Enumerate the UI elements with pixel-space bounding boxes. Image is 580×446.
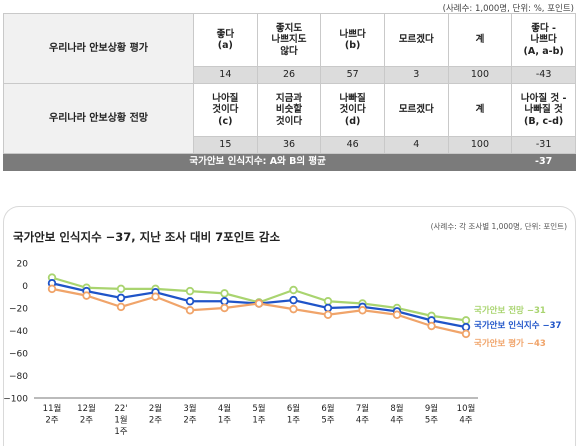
- data-point: [116, 302, 126, 312]
- x-tick-label: 22': [114, 404, 127, 414]
- x-tick-label: 1주: [287, 416, 300, 426]
- evaluation-row-label: 우리나라 안보상황 평가: [3, 13, 194, 84]
- evaluation-value-cell: 14: [193, 66, 258, 84]
- outlook-value-cell: 100: [447, 136, 513, 154]
- x-tick-label: 7월: [356, 403, 369, 414]
- x-tick-label: 4주: [356, 416, 369, 426]
- outlook-value-row: 15 36 46 4 100 -31: [4, 136, 576, 154]
- y-tick-label: −40: [9, 327, 28, 337]
- evaluation-value-cell: 100: [447, 66, 513, 84]
- data-point: [358, 306, 367, 315]
- x-tick-label: 9월: [425, 403, 438, 414]
- x-tick-label: 2주: [45, 416, 58, 426]
- table-unit-note: (사례수: 1,000명, 단위: %, 포인트): [442, 4, 574, 14]
- outlook-header-cell: 지금과 비슷할 것이다: [256, 83, 322, 137]
- x-tick-label: 1주: [252, 416, 265, 426]
- evaluation-header-cell: 나쁘다 (b): [320, 13, 385, 67]
- data-point: [220, 297, 229, 306]
- x-tick-label: 6월: [287, 403, 300, 414]
- data-point: [116, 293, 126, 303]
- evaluation-header-cell: 좋다 - 나쁘다 (A, a-b): [511, 13, 576, 67]
- outlook-value-cell: 15: [193, 136, 258, 154]
- data-point: [151, 292, 160, 301]
- y-tick-label: −100: [3, 395, 28, 405]
- x-tick-label: 2월: [149, 403, 162, 414]
- evaluation-header-cell: 계: [447, 13, 513, 67]
- x-tick-label: 3월: [183, 403, 196, 414]
- x-tick-label: 2주: [183, 416, 196, 426]
- data-point: [47, 284, 57, 294]
- x-tick-label: 5주: [425, 416, 438, 426]
- data-point: [185, 306, 195, 315]
- data-point: [289, 295, 298, 305]
- chart-title: 국가안보 인식지수 −37, 지난 조사 대비 7포인트 감소: [13, 230, 281, 244]
- survey-table: 우리나라 안보상황 평가 좋다 (a) 좋지도 나쁘지도 않다 나쁘다 (b) 모르겠다…: [2, 13, 576, 171]
- index-footer-value: -37: [511, 153, 576, 171]
- series-label: 국가안보 인식지수 −37: [474, 320, 562, 331]
- x-tick-label: 5월: [252, 403, 265, 414]
- evaluation-value-cell: 26: [256, 66, 322, 84]
- evaluation-header-cell: 좋다 (a): [193, 13, 258, 67]
- x-tick-label: 2주: [80, 416, 93, 426]
- outlook-value-cell: 46: [320, 136, 385, 154]
- data-point: [254, 299, 264, 308]
- outlook-header-cell: 계: [447, 83, 513, 137]
- evaluation-header-cell: 좋지도 나쁘지도 않다: [256, 13, 322, 67]
- y-tick-label: −20: [9, 305, 28, 315]
- data-point: [289, 285, 298, 295]
- y-tick-label: 0: [22, 282, 28, 292]
- x-tick-label: 6월: [321, 403, 334, 414]
- index-footer-label: 국가안보 인식지수: A와 B의 평균: [2, 153, 513, 171]
- data-point: [427, 321, 436, 331]
- data-point: [289, 304, 298, 314]
- x-tick-label: 11월: [43, 403, 62, 414]
- x-tick-label: 5주: [321, 416, 334, 426]
- y-tick-label: −60: [9, 350, 28, 360]
- outlook-value-cell: -31: [511, 136, 576, 154]
- data-point: [220, 289, 229, 298]
- series-label: 국가안보 평가 −43: [474, 338, 546, 349]
- index-footer-row: 국가안보 인식지수: A와 B의 평균 -37: [2, 153, 576, 171]
- x-tick-label: 1주: [114, 427, 127, 437]
- data-point: [220, 303, 229, 313]
- x-tick-label: 10월: [457, 403, 476, 414]
- data-point: [323, 310, 333, 319]
- x-tick-label: 4주: [459, 416, 472, 426]
- x-tick-label: 4월: [218, 403, 231, 414]
- x-tick-label: 1월: [114, 415, 127, 426]
- x-tick-label: 12월: [77, 403, 96, 414]
- data-point: [461, 329, 471, 339]
- outlook-row-label: 우리나라 안보상황 전망: [3, 83, 194, 154]
- outlook-header-cell: 나빠질 것이다 (d): [320, 83, 385, 137]
- evaluation-header-row: 우리나라 안보상황 평가 좋다 (a) 좋지도 나쁘지도 않다 나쁘다 (b) 모르겠다…: [3, 13, 576, 84]
- x-tick-label: 8월: [390, 403, 403, 414]
- data-point: [461, 316, 471, 325]
- y-tick-label: −80: [9, 372, 28, 382]
- data-point: [461, 322, 471, 332]
- data-point: [185, 297, 195, 306]
- evaluation-header-cell: 모르겠다: [383, 13, 449, 67]
- data-point: [185, 286, 195, 296]
- chart-unit-note: (사례수: 각 조사별 1,000명, 단위: 포인트): [430, 222, 567, 231]
- data-point: [82, 291, 91, 300]
- data-point: [323, 297, 333, 306]
- data-point: [323, 303, 333, 313]
- outlook-header-cell: 모르겠다: [383, 83, 449, 137]
- x-tick-label: 2주: [149, 416, 162, 426]
- series-label: 국가안보 전망 −31: [474, 305, 546, 316]
- data-point: [116, 284, 126, 294]
- evaluation-value-cell: 3: [383, 66, 449, 84]
- outlook-value-cell: 36: [256, 136, 322, 154]
- outlook-header-cell: 나아질 것이다 (c): [193, 83, 258, 137]
- y-tick-label: 20: [17, 260, 29, 270]
- data-point: [392, 310, 402, 319]
- x-tick-label: 4주: [390, 416, 403, 426]
- chart-panel: 국가안보 인식지수 −37, 지난 조사 대비 7포인트 감소 (사례수: 각 …: [3, 206, 576, 446]
- x-tick-label: 1주: [218, 416, 231, 426]
